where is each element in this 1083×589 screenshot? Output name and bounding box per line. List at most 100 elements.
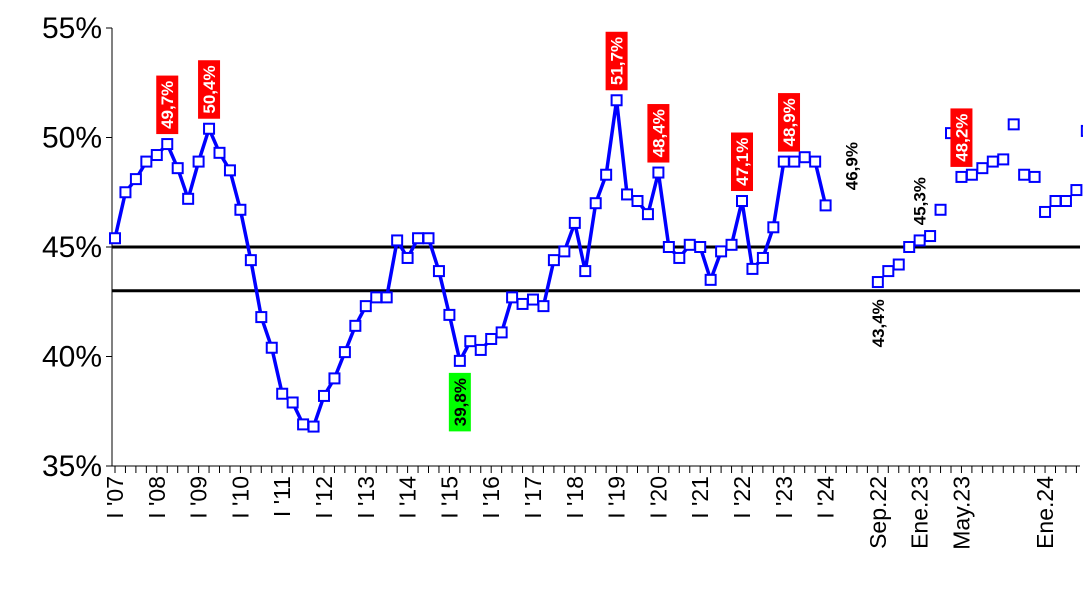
data-point-marker bbox=[307, 420, 320, 433]
data-point-marker bbox=[119, 186, 132, 199]
x-tick-label: I '13 bbox=[353, 476, 379, 519]
annotation-red: 47,1% bbox=[733, 138, 752, 186]
data-point-marker bbox=[474, 343, 487, 356]
x-tick-label: I '19 bbox=[604, 476, 630, 519]
data-point-marker bbox=[913, 234, 926, 247]
data-point-marker bbox=[579, 265, 592, 278]
x-tick-label: I '17 bbox=[520, 476, 546, 519]
x-tick-label: I '08 bbox=[144, 476, 170, 519]
data-point-marker bbox=[109, 232, 121, 245]
annotation-plain: 43,4% bbox=[869, 299, 888, 347]
x-tick-label: Ene.23 bbox=[907, 476, 933, 549]
data-point-marker bbox=[819, 199, 832, 212]
annotation-green: 39,8% bbox=[451, 378, 470, 426]
data-point-marker bbox=[809, 155, 822, 168]
data-point-marker bbox=[1049, 195, 1062, 208]
x-tick-label: I '09 bbox=[186, 476, 212, 519]
data-point-marker bbox=[203, 122, 216, 135]
data-point-marker bbox=[662, 241, 675, 253]
x-tick-label: May.23 bbox=[948, 476, 974, 550]
data-point-marker bbox=[380, 291, 393, 304]
data-point-marker bbox=[182, 192, 195, 205]
data-point-marker bbox=[934, 203, 947, 216]
data-point-marker bbox=[412, 232, 425, 245]
data-point-marker bbox=[1028, 170, 1041, 183]
x-tick-label: I '11 bbox=[269, 476, 295, 517]
data-point-marker bbox=[965, 168, 978, 181]
data-point-marker bbox=[328, 372, 341, 385]
data-point-marker bbox=[715, 245, 728, 258]
data-point-marker bbox=[986, 155, 999, 168]
data-point-marker bbox=[976, 162, 989, 175]
annotation-green-box bbox=[448, 372, 471, 432]
y-tick-label: 50% bbox=[42, 122, 102, 155]
annotation-plain: 46,9% bbox=[843, 142, 862, 190]
y-tick-label: 45% bbox=[42, 231, 102, 264]
data-point-marker bbox=[903, 241, 916, 253]
data-point-marker bbox=[506, 291, 519, 304]
data-point-marker bbox=[276, 387, 289, 400]
x-tick-label: I '14 bbox=[395, 476, 421, 519]
annotation-red-box bbox=[647, 104, 670, 163]
data-point-marker bbox=[443, 308, 456, 321]
annotation-red: 50,4% bbox=[200, 65, 219, 113]
annotation-red-box bbox=[778, 93, 801, 152]
data-point-marker bbox=[600, 168, 613, 181]
data-point-marker bbox=[527, 293, 539, 306]
data-point-marker bbox=[1070, 184, 1083, 197]
x-tick-label: I '23 bbox=[771, 476, 797, 519]
x-tick-label: I '18 bbox=[562, 476, 588, 519]
annotation-red-box bbox=[950, 108, 973, 167]
data-point-marker bbox=[234, 203, 247, 216]
data-point-marker bbox=[140, 155, 153, 168]
data-point-marker bbox=[568, 216, 581, 229]
data-point-marker bbox=[631, 195, 644, 208]
data-point-marker bbox=[621, 188, 634, 201]
data-point-marker bbox=[516, 297, 529, 310]
data-point-marker bbox=[704, 273, 717, 286]
data-point-marker bbox=[610, 94, 623, 107]
data-point-marker bbox=[1059, 195, 1072, 208]
data-point-marker bbox=[788, 155, 801, 168]
data-point-marker bbox=[338, 346, 351, 359]
data-point-marker bbox=[997, 153, 1010, 166]
x-tick-label: I '24 bbox=[813, 476, 839, 519]
annotation-red-box bbox=[731, 132, 753, 192]
annotation-red: 51,7% bbox=[608, 37, 627, 85]
data-point-marker bbox=[652, 166, 665, 179]
data-point-marker bbox=[882, 265, 895, 278]
data-point-marker bbox=[422, 232, 435, 245]
data-point-marker bbox=[370, 291, 383, 304]
x-tick-label: I '21 bbox=[687, 476, 713, 519]
data-point-marker bbox=[401, 251, 414, 264]
x-tick-label: May.24 bbox=[1079, 476, 1083, 550]
data-point-marker bbox=[736, 195, 748, 208]
y-tick-label: 40% bbox=[42, 341, 102, 374]
data-point-marker bbox=[1018, 168, 1031, 181]
data-point-marker bbox=[955, 170, 968, 183]
annotation-red: 48,2% bbox=[952, 114, 971, 162]
annotation-red-box bbox=[198, 60, 221, 119]
data-point-marker bbox=[1007, 118, 1020, 131]
data-point-marker bbox=[871, 276, 884, 289]
x-tick-label: I '15 bbox=[436, 476, 462, 519]
data-point-marker bbox=[464, 335, 477, 348]
x-tick-label: I '22 bbox=[729, 476, 755, 519]
data-point-marker bbox=[391, 234, 404, 247]
x-tick-label: I '20 bbox=[645, 476, 671, 519]
data-point-marker bbox=[286, 396, 299, 409]
data-point-marker bbox=[558, 245, 571, 258]
data-point-marker bbox=[725, 238, 738, 251]
annotation-red: 49,7% bbox=[158, 81, 177, 129]
data-point-marker bbox=[746, 262, 759, 275]
data-point-marker bbox=[297, 418, 310, 431]
data-point-marker bbox=[767, 221, 780, 234]
annotation-red: 48,9% bbox=[780, 98, 799, 146]
annotation-plain: 45,3% bbox=[911, 177, 930, 225]
data-point-marker bbox=[265, 341, 278, 354]
data-point-marker bbox=[453, 354, 466, 367]
data-point-marker bbox=[1039, 205, 1052, 218]
data-point-marker bbox=[171, 162, 184, 175]
x-tick-label: I '16 bbox=[478, 476, 504, 519]
